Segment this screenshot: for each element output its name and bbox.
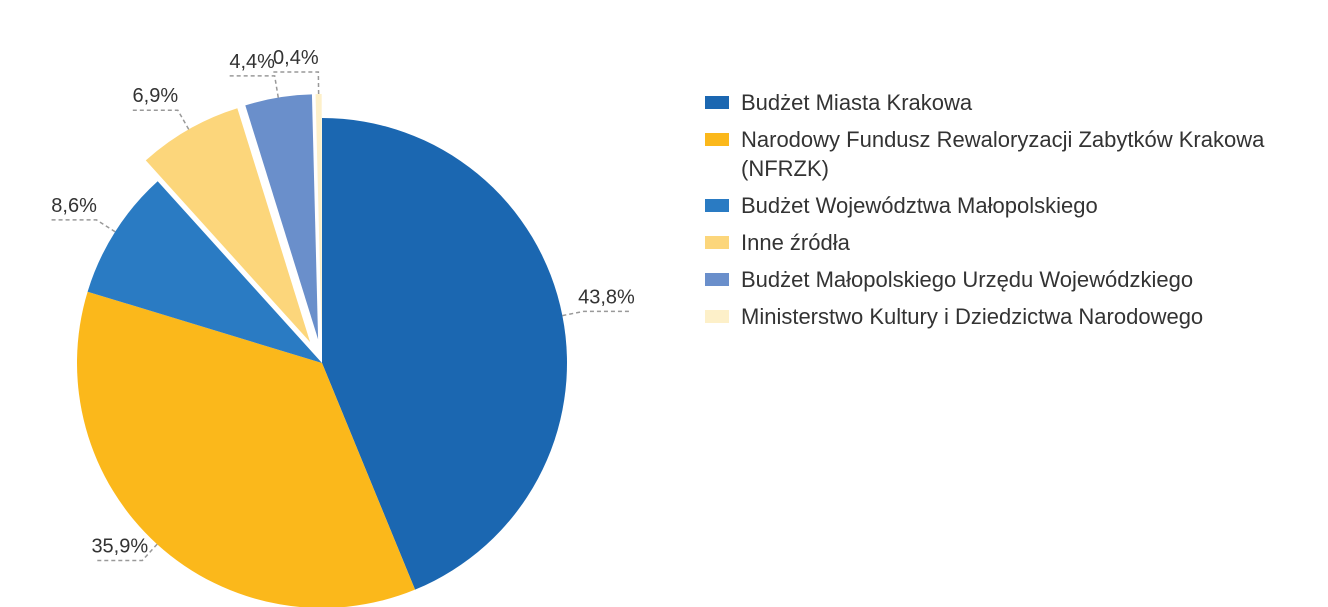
legend-label: Inne źródła <box>741 230 850 255</box>
data-label: 0,4% <box>273 47 319 69</box>
legend-swatch <box>705 236 729 249</box>
legend-swatch <box>705 96 729 109</box>
legend-item: Ministerstwo Kultury i Dziedzictwa Narod… <box>705 302 1325 331</box>
legend-item: Narodowy Fundusz Rewaloryzacji Zabytków … <box>705 125 1325 183</box>
data-label: 43,8% <box>578 286 635 308</box>
legend: Budżet Miasta Krakowa Narodowy Fundusz Re… <box>705 88 1325 339</box>
legend-item: Budżet Miasta Krakowa <box>705 88 1325 117</box>
legend-item: Inne źródła <box>705 228 1325 257</box>
pie-slice <box>87 181 322 363</box>
leader-line <box>229 75 279 98</box>
leader-line <box>97 543 158 562</box>
legend-swatch <box>705 199 729 212</box>
leader-line <box>51 219 116 233</box>
legend-item: Budżet Województwa Małopolskiego <box>705 191 1325 220</box>
legend-swatch <box>705 310 729 323</box>
data-label: 4,4% <box>229 51 275 73</box>
legend-label: Budżet Województwa Małopolskiego <box>741 193 1098 218</box>
leader-line <box>273 71 320 95</box>
legend-item: Budżet Małopolskiego Urzędu Wojewódzkieg… <box>705 265 1325 294</box>
pie-slice <box>145 108 311 343</box>
pie-slice <box>77 291 416 607</box>
legend-label: Budżet Miasta Krakowa <box>741 90 973 115</box>
legend-label: Budżet Małopolskiego Urzędu Wojewódzkieg… <box>741 267 1194 292</box>
leader-line <box>562 310 629 317</box>
chart: 43,8% 35,9% 8,6% 6,9% 4,4%0,4% <box>51 47 635 607</box>
leader-line <box>132 109 190 130</box>
legend-label: Narodowy Fundusz Rewaloryzacji Zabytków … <box>741 127 1265 181</box>
data-label: 6,9% <box>133 85 179 107</box>
pie-slice <box>315 94 322 340</box>
data-label: 35,9% <box>91 535 148 557</box>
data-label: 8,6% <box>51 195 97 217</box>
legend-swatch <box>705 133 729 146</box>
legend-swatch <box>705 273 729 286</box>
legend-label: Ministerstwo Kultury i Dziedzictwa Narod… <box>741 304 1204 329</box>
pie-slice <box>322 118 567 590</box>
pie-slice <box>245 94 319 340</box>
